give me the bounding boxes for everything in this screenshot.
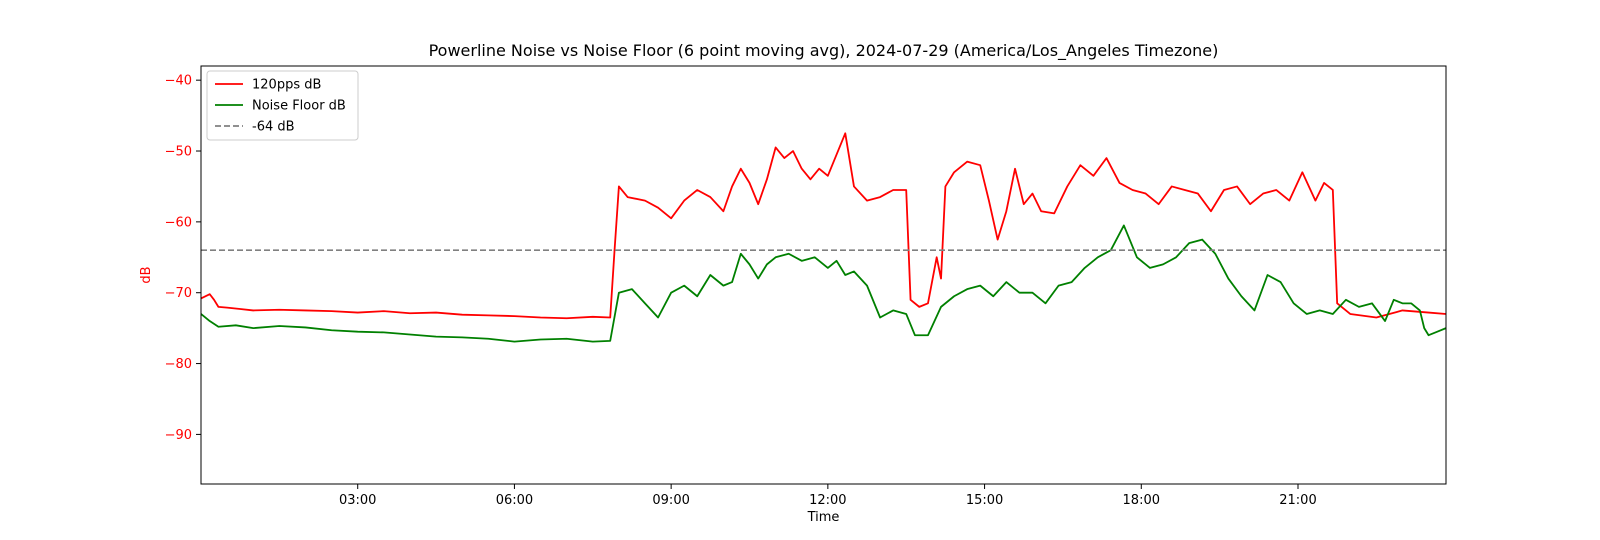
y-tick-label-2: −60 bbox=[165, 215, 192, 230]
y-tick-label-3: −70 bbox=[165, 286, 192, 301]
x-tick-label-1: 06:00 bbox=[496, 493, 533, 508]
x-tick-label-4: 15:00 bbox=[966, 493, 1003, 508]
y-axis-title: dB bbox=[139, 266, 154, 283]
y-tick-label-4: −80 bbox=[165, 357, 192, 372]
legend-box bbox=[206, 70, 359, 141]
series-line-0 bbox=[200, 132, 1447, 320]
y-tick-label-0: −40 bbox=[165, 74, 192, 89]
x-axis-title: Time bbox=[807, 510, 840, 525]
x-tick-label-5: 18:00 bbox=[1123, 493, 1160, 508]
y-tick-label-5: −90 bbox=[165, 428, 192, 443]
legend-label-0: 120pps dB bbox=[252, 78, 321, 93]
x-tick-label-3: 12:00 bbox=[809, 493, 846, 508]
legend-label-1: Noise Floor dB bbox=[252, 99, 346, 114]
y-tick-label-1: −50 bbox=[165, 145, 192, 160]
series-line-1 bbox=[200, 224, 1447, 343]
x-tick-label-0: 03:00 bbox=[339, 493, 376, 508]
legend-label-2: -64 dB bbox=[252, 120, 295, 135]
plot-frame bbox=[200, 65, 1447, 485]
x-tick-label-6: 21:00 bbox=[1279, 493, 1316, 508]
x-tick-label-2: 09:00 bbox=[652, 493, 689, 508]
chart-title: Powerline Noise vs Noise Floor (6 point … bbox=[429, 41, 1219, 61]
